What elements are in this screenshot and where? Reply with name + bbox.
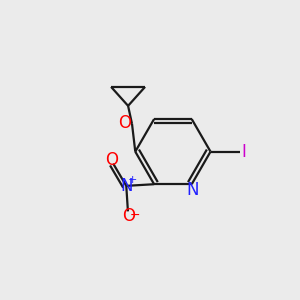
- Text: −: −: [129, 209, 140, 222]
- Text: N: N: [187, 181, 199, 199]
- Text: +: +: [128, 175, 137, 184]
- Text: O: O: [105, 151, 118, 169]
- Text: O: O: [122, 207, 135, 225]
- Text: I: I: [242, 142, 247, 160]
- Text: O: O: [118, 114, 131, 132]
- Text: N: N: [120, 177, 133, 195]
